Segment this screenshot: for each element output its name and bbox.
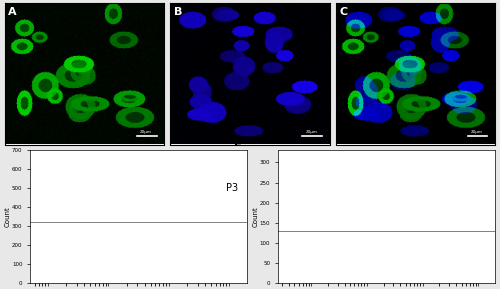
Text: 20μm: 20μm — [471, 129, 483, 134]
Text: 20μm: 20μm — [140, 129, 152, 134]
Y-axis label: Count: Count — [4, 206, 10, 227]
Text: 20μm: 20μm — [306, 129, 318, 134]
Text: E: E — [234, 138, 242, 148]
Y-axis label: Count: Count — [252, 206, 258, 227]
Text: C: C — [339, 7, 347, 17]
Text: B: B — [174, 7, 182, 17]
Text: P3: P3 — [226, 182, 238, 192]
Text: A: A — [8, 7, 17, 17]
